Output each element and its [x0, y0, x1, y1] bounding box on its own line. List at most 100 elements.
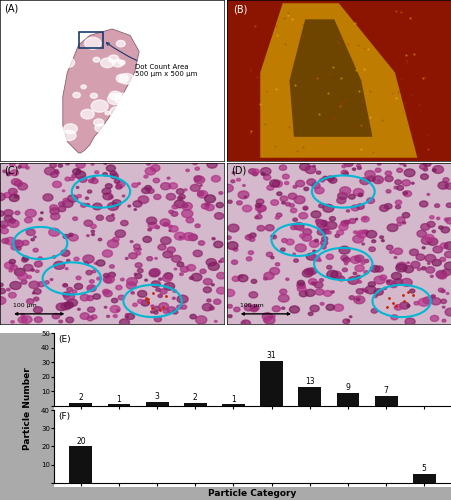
Circle shape	[173, 290, 176, 292]
Circle shape	[9, 188, 17, 194]
Circle shape	[91, 100, 108, 112]
Circle shape	[174, 200, 185, 208]
Circle shape	[121, 102, 129, 107]
Circle shape	[324, 290, 332, 296]
Circle shape	[428, 262, 430, 264]
Circle shape	[442, 320, 446, 322]
Circle shape	[11, 245, 18, 250]
Circle shape	[430, 276, 433, 278]
Circle shape	[363, 218, 366, 220]
Circle shape	[77, 169, 79, 171]
Circle shape	[31, 269, 34, 272]
Circle shape	[331, 271, 341, 279]
Circle shape	[445, 252, 451, 258]
Circle shape	[3, 170, 6, 172]
Circle shape	[91, 164, 94, 165]
Circle shape	[373, 176, 383, 184]
Circle shape	[182, 202, 193, 210]
Circle shape	[397, 186, 404, 190]
Circle shape	[295, 244, 306, 252]
Bar	[78, 32, 103, 48]
Circle shape	[113, 128, 120, 133]
Circle shape	[397, 222, 402, 226]
Circle shape	[342, 165, 346, 168]
Circle shape	[374, 295, 377, 298]
Circle shape	[126, 118, 131, 122]
Circle shape	[394, 186, 398, 189]
Circle shape	[402, 180, 410, 186]
Circle shape	[294, 222, 304, 230]
Circle shape	[21, 314, 25, 316]
Circle shape	[299, 163, 310, 170]
Circle shape	[163, 222, 168, 226]
Circle shape	[194, 176, 205, 184]
Circle shape	[189, 276, 193, 280]
Circle shape	[109, 196, 113, 198]
Circle shape	[198, 192, 204, 196]
Circle shape	[411, 182, 414, 184]
Circle shape	[194, 176, 202, 182]
Circle shape	[80, 294, 89, 301]
Circle shape	[361, 262, 365, 264]
Circle shape	[33, 248, 38, 252]
Circle shape	[13, 240, 23, 248]
Circle shape	[396, 262, 407, 270]
Circle shape	[437, 272, 447, 279]
Circle shape	[382, 240, 384, 242]
Circle shape	[207, 299, 211, 302]
Circle shape	[423, 161, 431, 166]
Circle shape	[116, 286, 122, 290]
Circle shape	[263, 175, 271, 180]
Circle shape	[186, 169, 189, 172]
Circle shape	[92, 203, 102, 210]
Circle shape	[61, 58, 74, 68]
Circle shape	[106, 216, 115, 222]
Circle shape	[297, 286, 306, 292]
Circle shape	[261, 168, 271, 175]
Polygon shape	[260, 3, 417, 158]
Circle shape	[364, 230, 368, 234]
Circle shape	[119, 184, 122, 186]
Circle shape	[228, 314, 232, 318]
Circle shape	[187, 264, 196, 271]
Circle shape	[404, 169, 415, 176]
Circle shape	[355, 218, 358, 220]
Circle shape	[387, 245, 393, 250]
Circle shape	[343, 172, 348, 176]
Circle shape	[176, 188, 184, 194]
Circle shape	[184, 189, 187, 190]
Circle shape	[221, 258, 226, 262]
Circle shape	[238, 274, 248, 282]
Circle shape	[5, 238, 15, 245]
Circle shape	[327, 231, 331, 234]
Circle shape	[39, 218, 43, 220]
Text: 7: 7	[384, 386, 389, 395]
Circle shape	[63, 198, 69, 202]
Circle shape	[10, 282, 21, 290]
Circle shape	[414, 302, 419, 305]
Circle shape	[59, 202, 65, 206]
Circle shape	[76, 186, 79, 188]
Text: 2: 2	[78, 394, 83, 402]
Circle shape	[306, 253, 316, 260]
Circle shape	[4, 216, 13, 222]
Circle shape	[167, 177, 170, 179]
Circle shape	[340, 187, 351, 194]
Circle shape	[147, 162, 151, 165]
Circle shape	[280, 196, 288, 202]
Text: 100 µm: 100 µm	[240, 304, 264, 308]
Circle shape	[438, 288, 444, 292]
Circle shape	[304, 187, 308, 190]
Circle shape	[102, 188, 111, 194]
Circle shape	[309, 240, 319, 248]
Circle shape	[347, 221, 350, 223]
Circle shape	[431, 295, 435, 298]
Circle shape	[215, 212, 224, 220]
Circle shape	[89, 287, 94, 290]
Circle shape	[256, 199, 264, 204]
Circle shape	[432, 230, 436, 232]
Circle shape	[138, 290, 147, 297]
Circle shape	[153, 178, 160, 183]
Circle shape	[154, 311, 158, 314]
Circle shape	[161, 182, 170, 190]
